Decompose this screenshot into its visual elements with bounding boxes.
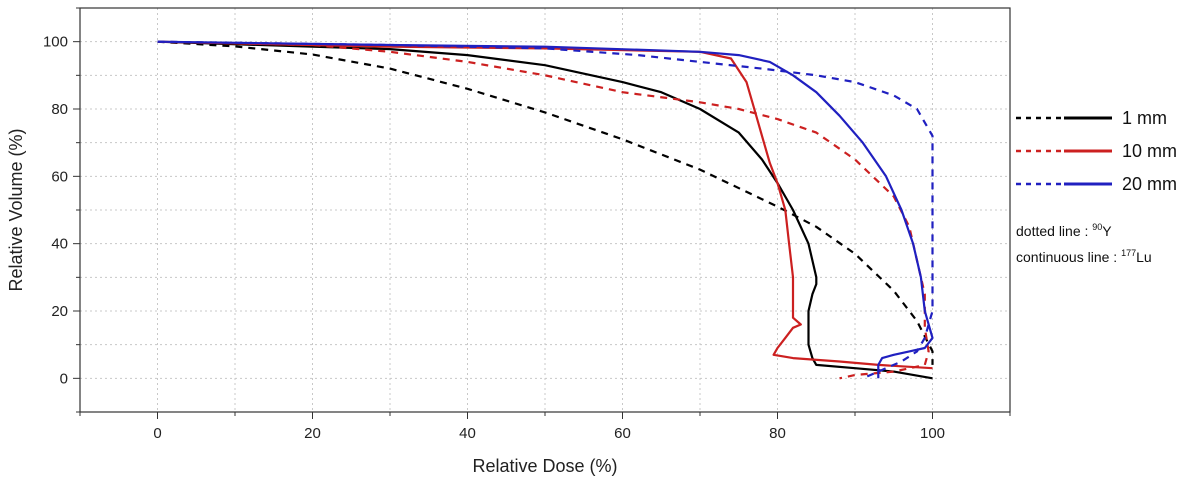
y-tick-label: 20 xyxy=(51,303,68,320)
note-continuous-prefix: continuous line : xyxy=(1016,249,1121,265)
note-continuous-sup: 177 xyxy=(1121,248,1136,258)
x-tick-label: 0 xyxy=(153,425,161,442)
legend-label: 1 mm xyxy=(1122,108,1167,128)
grid-lines xyxy=(80,8,1010,412)
series-line-10-mm-177Lu xyxy=(157,40,933,370)
series-line-20-mm-177Lu xyxy=(157,40,934,379)
y-axis-title: Relative Volume (%) xyxy=(6,128,26,291)
y-tick-label: 60 xyxy=(51,168,68,185)
series-line-20-mm-90Y xyxy=(157,40,934,380)
note-dotted-line: dotted line : 90Y xyxy=(1016,222,1112,239)
note-dotted-sup: 90 xyxy=(1092,222,1102,232)
note-continuous-line: continuous line : 177Lu xyxy=(1016,248,1152,265)
y-tick-label: 80 xyxy=(51,101,68,118)
series-line-10-mm-90Y xyxy=(157,40,930,380)
series-line-1-mm-90Y xyxy=(157,40,934,365)
x-tick-label: 40 xyxy=(459,425,476,442)
x-tick-label: 100 xyxy=(920,425,945,442)
legend-label: 20 mm xyxy=(1122,174,1177,194)
legend: 1 mm 10 mm 20 mm xyxy=(1016,108,1177,194)
legend-label: 10 mm xyxy=(1122,141,1177,161)
x-tick-label: 80 xyxy=(769,425,786,442)
note-dotted-prefix: dotted line : xyxy=(1016,223,1092,239)
note-dotted-symbol: Y xyxy=(1102,223,1112,239)
y-tick-label: 0 xyxy=(60,370,68,387)
x-axis-title: Relative Dose (%) xyxy=(472,456,617,476)
axis-ticks: 0 20 40 60 80 100 0 20 40 60 80 100 xyxy=(43,7,1011,442)
y-tick-label: 100 xyxy=(43,34,68,51)
x-tick-label: 60 xyxy=(614,425,631,442)
note-continuous-symbol: Lu xyxy=(1136,249,1152,265)
x-tick-label: 20 xyxy=(304,425,321,442)
y-tick-label: 40 xyxy=(51,236,68,253)
series-lines xyxy=(157,40,934,380)
